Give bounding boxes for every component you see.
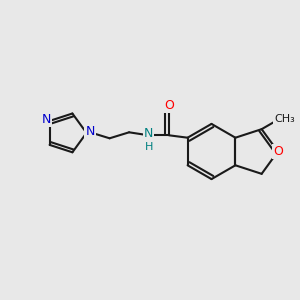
Text: O: O (164, 99, 174, 112)
Text: H: H (144, 142, 153, 152)
Text: N: N (85, 125, 95, 139)
Text: N: N (144, 127, 153, 140)
Text: N: N (41, 113, 51, 126)
Text: O: O (273, 145, 283, 158)
Text: CH₃: CH₃ (274, 114, 295, 124)
